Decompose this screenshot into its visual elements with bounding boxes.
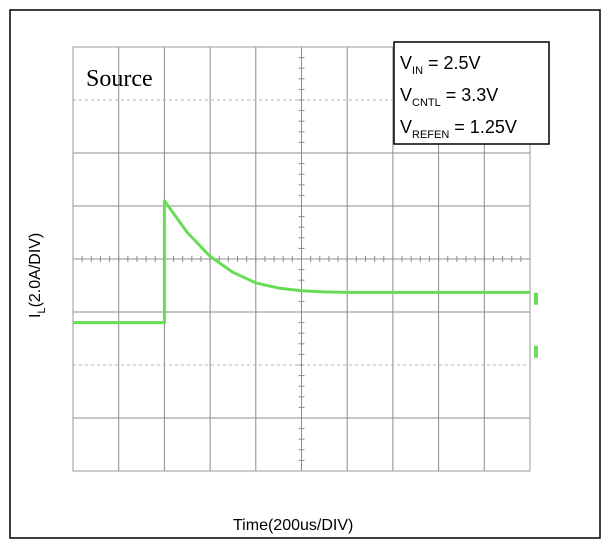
conditions-box-frame	[393, 41, 550, 145]
conditions-box: VIN = 2.5V VCNTL = 3.3V VREFEN = 1.25V	[393, 41, 550, 145]
plot-frame	[72, 46, 531, 472]
y-axis-label: IL(2.0A/DIV)	[27, 233, 48, 318]
condition-vin: VIN = 2.5V	[400, 53, 481, 77]
x-axis-label: Time(200us/DIV)	[233, 517, 353, 534]
condition-vcntl: VCNTL = 3.3V	[400, 85, 498, 109]
current-trace	[73, 199, 538, 358]
trace-end-marker	[534, 292, 538, 305]
trace-line	[73, 199, 530, 325]
source-label: Source	[86, 66, 153, 92]
condition-vrefen: VREFEN = 1.25V	[400, 117, 517, 141]
trace-end-marker	[534, 345, 538, 358]
